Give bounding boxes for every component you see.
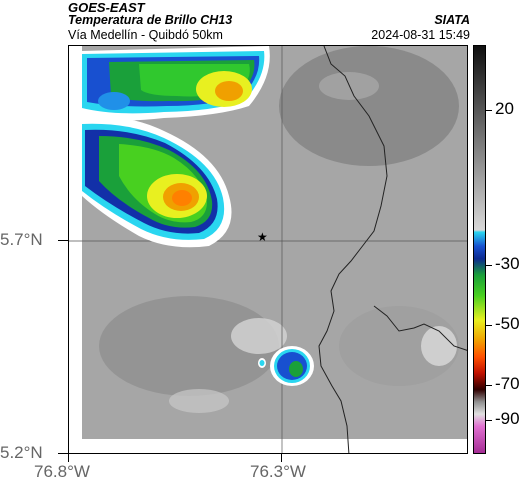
y-tick-label: 5.2°N xyxy=(0,443,43,462)
colorbar-label: -70 xyxy=(495,374,520,393)
colorbar-label: -50 xyxy=(495,314,520,333)
convective-cell-south xyxy=(258,346,314,386)
agency-label: SIATA xyxy=(434,13,470,27)
convective-cloud-west xyxy=(82,115,232,248)
cloud-field xyxy=(82,46,467,439)
colorbar-tick xyxy=(486,385,492,386)
satellite-map xyxy=(69,46,467,453)
x-tick xyxy=(68,454,69,462)
satellite-title: GOES-EAST xyxy=(68,0,145,15)
x-tick xyxy=(281,454,282,462)
colorbar-tick xyxy=(486,265,492,266)
x-tick-label: 76.8°W xyxy=(34,462,90,481)
x-tick-label: 76.3°W xyxy=(250,462,306,481)
colorbar-label: -90 xyxy=(495,409,520,428)
y-tick-label: 5.7°N xyxy=(0,230,43,249)
map-panel[interactable]: ★ xyxy=(68,45,468,454)
colorbar-tick xyxy=(486,420,492,421)
y-tick xyxy=(58,453,68,454)
colorbar-label: 20 xyxy=(495,99,514,118)
boundary-line-east xyxy=(373,305,467,351)
region-subtitle: Vía Medellín - Quibdó 50km xyxy=(68,28,223,42)
boundary-line xyxy=(318,46,388,453)
colorbar-tick xyxy=(486,325,492,326)
colorbar-label: -30 xyxy=(495,254,520,273)
product-title: Temperatura de Brillo CH13 xyxy=(68,13,233,27)
location-marker[interactable]: ★ xyxy=(257,230,268,244)
convective-cloud-north xyxy=(82,46,270,121)
colorbar-tick xyxy=(486,110,492,111)
colorbar xyxy=(473,45,486,454)
y-tick xyxy=(58,240,68,241)
datetime-label: 2024-08-31 15:49 xyxy=(371,28,470,42)
